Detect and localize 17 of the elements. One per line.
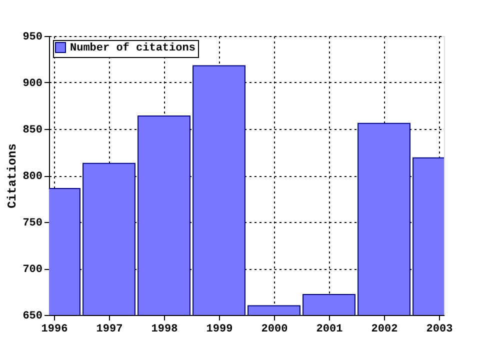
x-tick-label: 1996: [41, 324, 68, 336]
y-tick-label: 950: [22, 32, 42, 44]
y-tick-label: 800: [22, 171, 42, 183]
x-tick-label: 2000: [261, 324, 288, 336]
y-tick-label: 750: [22, 218, 42, 230]
x-tick-label: 1997: [96, 324, 123, 336]
y-tick-label: 850: [22, 124, 42, 136]
y-tick-label: 700: [22, 264, 42, 276]
x-tick-label: 1998: [151, 324, 178, 336]
y-tick-label: 900: [22, 78, 42, 90]
x-tick-label: 2002: [371, 324, 398, 336]
y-axis-title: Citations: [6, 144, 20, 208]
x-tick-label: 1999: [206, 324, 233, 336]
legend-label: Number of citations: [70, 42, 196, 54]
x-tick-label: 2001: [316, 324, 344, 336]
x-tick-label: 2003: [426, 324, 454, 336]
y-tick-label: 650: [22, 310, 42, 322]
